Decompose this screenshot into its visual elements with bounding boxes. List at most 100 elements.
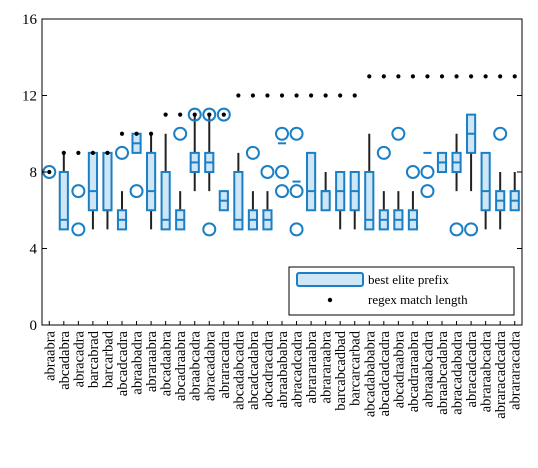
y-tick-label: 8: [30, 165, 38, 181]
match-length-point: [367, 74, 372, 79]
outlier-point: [493, 126, 508, 141]
category-label: abcadraabbra: [391, 330, 407, 408]
outlier-point: [391, 126, 406, 141]
match-length-point: [250, 93, 256, 98]
category-label: abcadcadra: [115, 330, 131, 396]
outlier-point: [202, 107, 217, 122]
match-length-point: [396, 74, 401, 79]
category-label: abrararaabra: [319, 330, 335, 403]
match-length-point: [323, 93, 328, 98]
category-label: abraraabra: [144, 330, 160, 392]
outlier-point: [202, 222, 217, 237]
legend-label-box: best elite prefix: [368, 272, 449, 287]
category-label: abraabadra: [130, 330, 146, 394]
match-length-point: [47, 169, 52, 175]
outlier-point: [405, 165, 420, 179]
category-label: abraabababra: [275, 330, 291, 408]
box: [160, 171, 171, 231]
match-length-point: [207, 112, 212, 117]
outlier-point: [71, 184, 86, 199]
category-label: abracadcadra: [290, 330, 306, 407]
category-label: abrararaabra: [304, 330, 320, 403]
legend: best elite prefix regex match length: [288, 266, 515, 316]
match-length-point: [221, 112, 226, 117]
category-label: abcadraraabra: [406, 330, 422, 412]
category-label: abraabcadra: [188, 330, 204, 401]
box: [146, 151, 157, 212]
y-tick-label: 0: [30, 318, 38, 334]
box: [58, 171, 69, 231]
outlier-point: [275, 126, 289, 141]
category-label: abraracadcadra: [493, 330, 509, 418]
outlier-point: [245, 145, 260, 160]
category-label: abcadabcadra: [231, 330, 247, 409]
legend-box-swatch: [296, 272, 364, 287]
category-label: abcadaabra: [159, 330, 175, 396]
outlier-point: [260, 165, 275, 179]
axes: 0 4 8 12 16: [22, 12, 523, 334]
category-label: abraabra: [42, 330, 58, 380]
category-label: abcadcadabra: [246, 330, 262, 409]
match-length-point: [381, 74, 386, 79]
category-label: abcadcadcadra: [377, 330, 393, 416]
outlier-point: [275, 165, 289, 179]
category-label: abcadabra: [57, 330, 73, 389]
outlier-point: [420, 184, 435, 199]
category-label: barcarcarbad: [348, 330, 364, 406]
match-length-point: [410, 74, 416, 79]
match-length-point: [192, 112, 197, 117]
match-length-point: [105, 150, 110, 155]
match-length-point: [90, 150, 96, 155]
outlier-point: [187, 107, 202, 122]
match-length-point: [76, 150, 81, 155]
match-length-point: [279, 93, 285, 98]
category-label: barcabrad: [86, 330, 102, 388]
box: [320, 190, 331, 212]
category-label: abcadabababra: [362, 330, 378, 417]
match-length-point: [148, 131, 154, 136]
match-length-point: [178, 112, 183, 117]
outlier-point: [173, 126, 188, 141]
box: [233, 171, 244, 231]
outlier-point: [376, 145, 391, 160]
match-length-point: [265, 93, 270, 98]
match-length-point: [512, 74, 517, 79]
category-label: barcarbad: [100, 330, 116, 388]
outlier-point: [289, 126, 304, 141]
match-length-point: [439, 74, 445, 79]
outlier-point: [115, 145, 129, 160]
y-tick-label: 12: [22, 89, 37, 105]
category-label: abraraabcadra: [479, 330, 495, 412]
category-label: barcabcadbad: [333, 330, 349, 410]
y-tick-label: 16: [22, 12, 38, 28]
match-length-point: [352, 93, 357, 98]
outlier-point: [289, 222, 304, 237]
plot-area: [42, 74, 520, 237]
legend-dot-swatch: [327, 297, 333, 303]
match-length-point: [236, 93, 241, 98]
box: [480, 151, 491, 212]
match-length-point: [308, 93, 314, 98]
match-length-point: [163, 112, 168, 117]
outlier-point: [216, 107, 231, 122]
match-length-point: [498, 74, 503, 79]
category-label: abrararacadra: [508, 330, 524, 409]
category-label: abcadracadra: [260, 330, 276, 407]
category-label: abracadra: [71, 330, 87, 387]
outlier-point: [464, 222, 479, 237]
outlier-point: [449, 222, 464, 237]
match-length-point: [425, 74, 430, 79]
match-length-point: [468, 74, 474, 79]
outlier-point: [275, 184, 289, 199]
match-length-point: [134, 131, 139, 136]
category-label: abcadraabra: [173, 330, 189, 401]
match-length-point: [61, 150, 66, 155]
match-length-point: [294, 93, 299, 98]
y-tick-label: 4: [30, 242, 38, 258]
match-length-point: [119, 131, 125, 136]
box: [364, 171, 375, 231]
match-length-point: [454, 74, 459, 79]
box: [306, 151, 317, 212]
category-label: abracadabadra: [450, 330, 466, 414]
